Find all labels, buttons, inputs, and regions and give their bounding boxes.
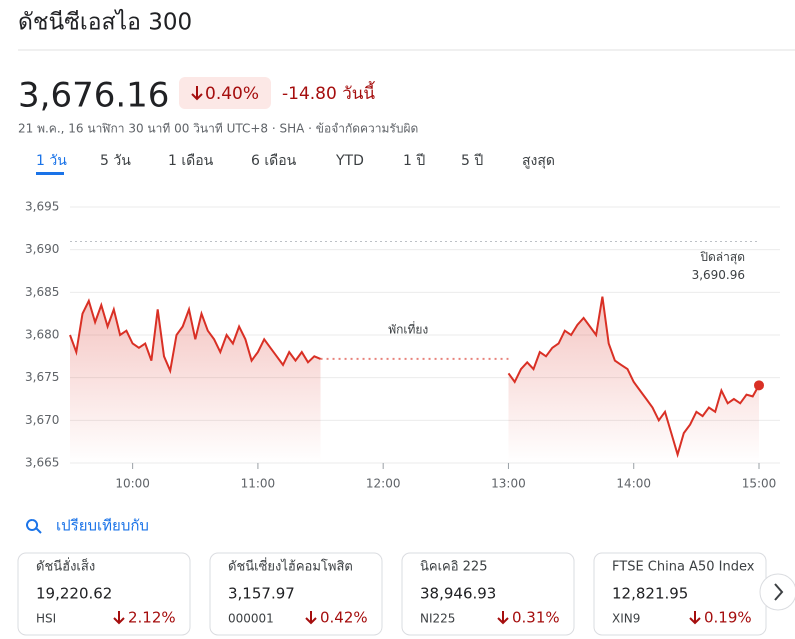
subtitle: 21 พ.ค., 16 นาฬิกา 30 นาที 00 วินาที UTC… bbox=[18, 122, 418, 136]
previous-close-value: 3,690.96 bbox=[692, 268, 745, 282]
x-tick-label: 11:00 bbox=[241, 477, 276, 491]
card-price: 12,821.95 bbox=[612, 585, 688, 603]
tab[interactable]: 1 ปี bbox=[403, 153, 425, 169]
down-arrow bbox=[113, 611, 125, 625]
card-change: 2.12% bbox=[128, 609, 176, 627]
price-line bbox=[69, 298, 321, 375]
compare-card[interactable] bbox=[401, 552, 575, 636]
card-code: 000001 bbox=[228, 612, 274, 626]
card-code: XIN9 bbox=[612, 612, 640, 626]
tab[interactable]: 6 เดือน bbox=[251, 153, 297, 169]
y-tick-label: 3,665 bbox=[25, 456, 59, 470]
y-tick-label: 3,670 bbox=[25, 413, 59, 427]
tab[interactable]: 5 วัน bbox=[100, 153, 131, 169]
card-change: 0.42% bbox=[320, 609, 368, 627]
card-price: 38,946.93 bbox=[420, 585, 496, 603]
card-change: 0.19% bbox=[704, 609, 752, 627]
next-button[interactable] bbox=[759, 573, 795, 611]
search-icon bbox=[26, 519, 42, 534]
change-chip bbox=[179, 77, 271, 109]
compare-title[interactable]: เปรียบเทียบกับ bbox=[56, 517, 149, 535]
card-change: 0.31% bbox=[512, 609, 560, 627]
tab[interactable]: 5 ปี bbox=[461, 153, 483, 169]
compare-card[interactable] bbox=[209, 552, 383, 636]
down-arrow bbox=[191, 86, 203, 101]
y-tick-label: 3,675 bbox=[25, 370, 59, 384]
x-tick-label: 12:00 bbox=[366, 477, 401, 491]
break-label: พักเที่ยง bbox=[388, 321, 428, 337]
tab-underline bbox=[36, 172, 64, 175]
y-tick-label: 3,680 bbox=[25, 328, 59, 342]
change-amount: -14.80 วันนี้ bbox=[282, 81, 375, 104]
tab[interactable]: สูงสุด bbox=[522, 153, 555, 169]
chevron bbox=[774, 583, 784, 601]
compare-card[interactable] bbox=[17, 552, 191, 636]
area bbox=[508, 296, 759, 463]
x-tick-label: 13:00 bbox=[491, 477, 526, 491]
previous-close-label: ปิดล่าสุด bbox=[700, 250, 745, 265]
card-code: HSI bbox=[36, 612, 56, 626]
y-tick-label: 3,685 bbox=[25, 285, 59, 299]
x-tick-label: 15:00 bbox=[742, 477, 777, 491]
tab[interactable]: 1 วัน bbox=[36, 153, 67, 169]
y-tick-label: 3,695 bbox=[25, 200, 59, 214]
card-name: นิคเคอิ 225 bbox=[420, 560, 487, 575]
card-price: 19,220.62 bbox=[36, 585, 112, 603]
down-arrow bbox=[497, 611, 509, 625]
price-line bbox=[507, 296, 760, 459]
card-price: 3,157.97 bbox=[228, 585, 295, 603]
down-arrow bbox=[305, 611, 317, 625]
card-name: ดัชนีฮั่งเส็ง bbox=[36, 557, 95, 575]
x-tick-label: 14:00 bbox=[616, 477, 651, 491]
x-tick-label: 10:00 bbox=[115, 477, 150, 491]
tab[interactable]: 1 เดือน bbox=[168, 153, 214, 169]
page-title: ดัชนีซีเอสไอ 300 bbox=[18, 9, 192, 36]
last-point bbox=[754, 380, 764, 391]
y-tick-label: 3,690 bbox=[25, 242, 59, 256]
change-percent: 0.40% bbox=[205, 84, 259, 104]
tab[interactable]: YTD bbox=[335, 153, 364, 169]
area bbox=[70, 300, 321, 463]
card-name: FTSE China A50 Index bbox=[612, 560, 755, 575]
down-arrow bbox=[689, 611, 701, 625]
price: 3,676.16 bbox=[18, 76, 169, 116]
card-code: NI225 bbox=[420, 612, 455, 626]
card-name: ดัชนีเซี่ยงไฮ้คอมโพสิต bbox=[228, 558, 353, 575]
